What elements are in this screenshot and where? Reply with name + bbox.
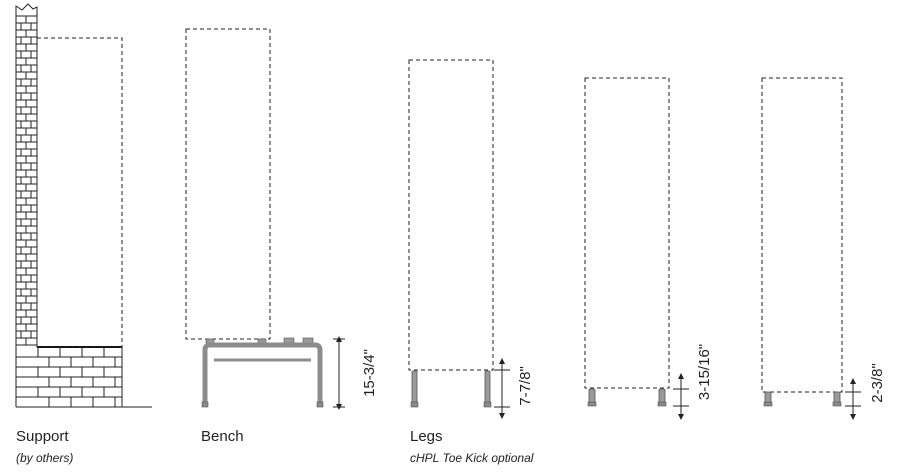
leg (484, 370, 491, 404)
legs-tall-figure: 7-7/8" (408, 59, 534, 419)
bench-block (302, 337, 314, 344)
legs-medium-cabinet-outline (584, 77, 670, 389)
leg (658, 388, 666, 404)
brick-wall (15, 3, 38, 407)
leg-foot (657, 401, 667, 407)
leg-foot (832, 401, 842, 407)
legs-short-dim-label: 2-3/8" (869, 363, 886, 403)
legs-short-cabinet-outline (761, 77, 843, 393)
bench-block (283, 337, 295, 344)
leg (764, 391, 772, 404)
legs-medium-dim-label: 3-15/16" (696, 344, 713, 400)
bench-block (205, 338, 215, 344)
leg-foot (410, 401, 419, 408)
support-label: Support (16, 428, 69, 445)
support-figure (15, 3, 152, 408)
brick-base (16, 346, 123, 407)
bench-cabinet-outline (185, 28, 271, 340)
support-note: (by others) (16, 451, 74, 465)
leg (411, 370, 418, 404)
legs-label: Legs (410, 428, 443, 445)
bench-figure: 15-3/4" (185, 28, 378, 410)
leg-foot (587, 401, 597, 407)
leg-foot (483, 401, 492, 408)
legs-note: cHPL Toe Kick optional (410, 451, 534, 465)
leg (833, 391, 841, 404)
legs-short-figure: 2-3/8" (761, 77, 886, 420)
bench-dim-label: 15-3/4" (361, 349, 378, 397)
bench-label: Bench (201, 428, 244, 445)
support-cabinet-outline (36, 37, 123, 348)
legs-tall-cabinet-outline (408, 59, 494, 371)
legs-tall-dim-label: 7-7/8" (517, 366, 534, 406)
bench-frame (202, 342, 323, 403)
leg (588, 388, 596, 404)
bench-foot (316, 401, 324, 408)
legs-medium-figure: 3-15/16" (584, 77, 713, 420)
bench-foot (201, 401, 209, 408)
bench-block (257, 338, 267, 344)
leg-foot (763, 401, 773, 407)
